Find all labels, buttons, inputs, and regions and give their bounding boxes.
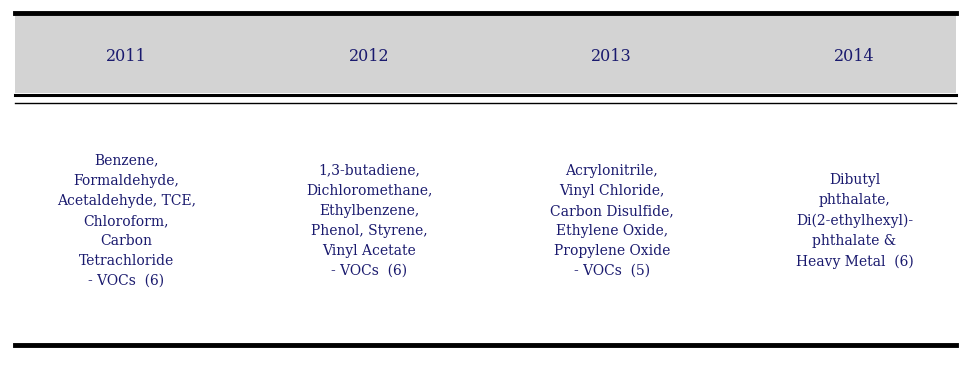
Text: Dibutyl
phthalate,
Di(2-ethylhexyl)-
phthalate &
Heavy Metal  (6): Dibutyl phthalate, Di(2-ethylhexyl)- pht… <box>795 173 914 269</box>
Text: 2013: 2013 <box>591 48 632 65</box>
Text: 2014: 2014 <box>834 48 875 65</box>
Text: Acrylonitrile,
Vinyl Chloride,
Carbon Disulfide,
Ethylene Oxide,
Propylene Oxide: Acrylonitrile, Vinyl Chloride, Carbon Di… <box>550 164 674 278</box>
FancyBboxPatch shape <box>15 15 956 93</box>
Text: 2012: 2012 <box>349 48 389 65</box>
Text: 1,3-butadiene,
Dichloromethane,
Ethylbenzene,
Phenol, Styrene,
Vinyl Acetate
- V: 1,3-butadiene, Dichloromethane, Ethylben… <box>306 164 432 278</box>
Text: 2011: 2011 <box>106 48 147 65</box>
Text: Benzene,
Formaldehyde,
Acetaldehyde, TCE,
Chloroform,
Carbon
Tetrachloride
- VOC: Benzene, Formaldehyde, Acetaldehyde, TCE… <box>56 154 196 288</box>
